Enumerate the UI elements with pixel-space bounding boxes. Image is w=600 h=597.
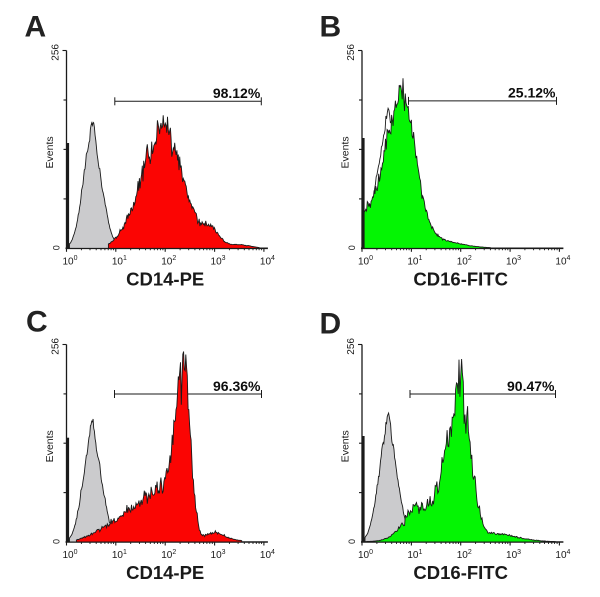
svg-text:0: 0 [52, 245, 62, 250]
svg-text:0: 0 [52, 539, 62, 544]
svg-text:Events: Events [340, 136, 352, 168]
svg-text:256: 256 [346, 44, 357, 61]
svg-text:Events: Events [340, 430, 352, 462]
svg-text:B: B [320, 11, 342, 44]
svg-text:C: C [26, 306, 48, 339]
svg-text:CD14-PE: CD14-PE [126, 562, 204, 583]
svg-text:0: 0 [347, 539, 357, 544]
svg-text:25.12%: 25.12% [508, 85, 556, 101]
svg-text:CD16-FITC: CD16-FITC [413, 562, 508, 583]
svg-text:A: A [25, 11, 47, 44]
svg-text:256: 256 [346, 338, 357, 355]
svg-text:256: 256 [51, 44, 62, 61]
svg-text:256: 256 [51, 338, 62, 355]
svg-text:CD14-PE: CD14-PE [126, 269, 204, 290]
svg-text:Events: Events [44, 430, 56, 462]
svg-text:Events: Events [44, 136, 56, 168]
svg-text:98.12%: 98.12% [213, 85, 261, 101]
svg-text:0: 0 [347, 245, 357, 250]
svg-text:96.36%: 96.36% [213, 378, 261, 394]
svg-text:90.47%: 90.47% [507, 378, 555, 394]
svg-text:D: D [320, 308, 342, 341]
svg-text:CD16-FITC: CD16-FITC [413, 269, 508, 290]
